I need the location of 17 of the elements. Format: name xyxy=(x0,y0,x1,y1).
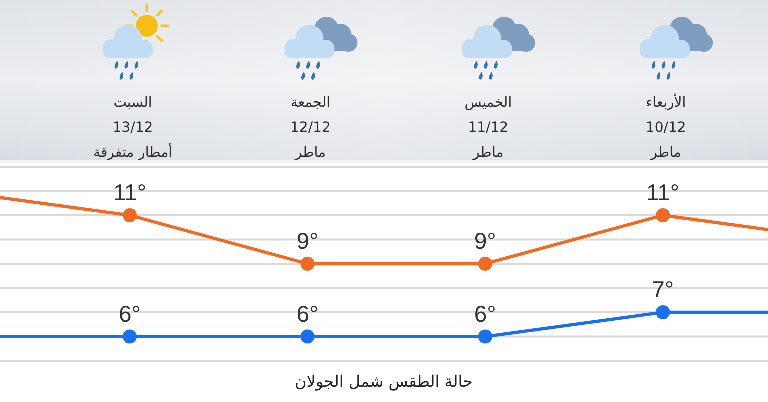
data-label: 6° xyxy=(119,300,141,327)
point xyxy=(656,208,670,222)
point xyxy=(656,306,670,320)
data-label: 9° xyxy=(296,228,319,254)
point xyxy=(478,257,492,271)
point xyxy=(123,330,137,344)
data-label: 11° xyxy=(646,180,680,206)
point xyxy=(478,330,492,344)
point xyxy=(300,330,315,344)
data-label: 11° xyxy=(113,180,147,206)
data-label: 6° xyxy=(296,300,319,327)
data-label: 6° xyxy=(474,300,496,327)
data-label: 9° xyxy=(474,228,496,254)
text: حالة الطقس شمل الجولان xyxy=(295,372,473,391)
point xyxy=(300,257,315,271)
point xyxy=(123,208,137,222)
data-label: 7° xyxy=(652,276,674,302)
